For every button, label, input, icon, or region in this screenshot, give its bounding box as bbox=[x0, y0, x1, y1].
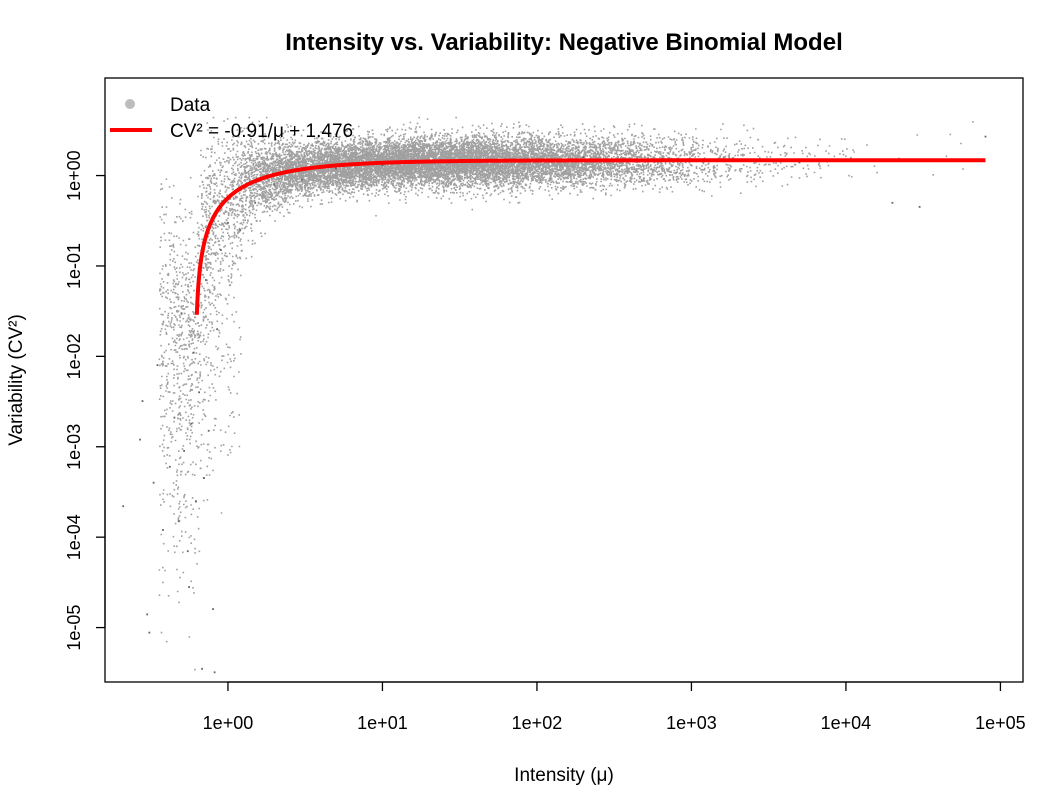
data-point bbox=[212, 608, 214, 610]
data-point bbox=[148, 631, 151, 634]
x-tick-label: 1e+04 bbox=[821, 713, 872, 733]
data-point bbox=[918, 206, 921, 208]
data-point bbox=[335, 167, 337, 170]
data-point bbox=[220, 249, 222, 251]
data-point bbox=[273, 183, 276, 186]
data-point bbox=[146, 613, 149, 616]
x-tick-label: 1e+00 bbox=[203, 713, 254, 733]
data-point bbox=[254, 201, 257, 204]
data-point bbox=[300, 178, 303, 181]
data-point bbox=[203, 477, 205, 479]
data-point bbox=[180, 312, 183, 315]
data-point bbox=[984, 135, 987, 138]
data-point bbox=[205, 279, 207, 281]
chart-title: Intensity vs. Variability: Negative Bino… bbox=[285, 29, 842, 56]
y-tick-label: 1e-03 bbox=[64, 424, 84, 470]
data-point bbox=[213, 671, 216, 674]
y-tick-label: 1e-05 bbox=[64, 605, 84, 651]
x-axis-label: Intensity (μ) bbox=[514, 765, 614, 786]
y-tick-label: 1e-04 bbox=[64, 514, 84, 560]
fit-curve bbox=[194, 158, 986, 315]
plot-frame bbox=[104, 77, 1024, 683]
data-point bbox=[122, 505, 125, 508]
y-tick-label: 1e+00 bbox=[64, 150, 84, 201]
data-point bbox=[152, 481, 155, 484]
x-tick-label: 1e+01 bbox=[357, 713, 408, 733]
scatter-cloud bbox=[158, 116, 974, 671]
data-point bbox=[227, 221, 229, 224]
legend: Data CV² = -0.91/μ + 1.476 bbox=[110, 95, 353, 142]
y-axis: 1e-05 1e-04 1e-03 1e-02 1e-01 1e+00 bbox=[64, 150, 106, 651]
data-point bbox=[188, 586, 190, 588]
data-point bbox=[139, 438, 141, 441]
x-tick-label: 1e+02 bbox=[512, 713, 563, 733]
data-point bbox=[186, 550, 189, 553]
data-point bbox=[582, 156, 585, 158]
data-point bbox=[156, 364, 159, 366]
legend-marker-data bbox=[125, 99, 135, 109]
data-point bbox=[198, 391, 200, 394]
x-tick-label: 1e+03 bbox=[666, 713, 717, 733]
data-point bbox=[891, 201, 894, 204]
fit-curve-group bbox=[194, 158, 986, 315]
y-axis-label: Variability (CV²) bbox=[6, 314, 27, 446]
data-point bbox=[216, 328, 218, 331]
data-point bbox=[798, 161, 801, 164]
x-tick-label: 1e+05 bbox=[975, 713, 1026, 733]
data-points bbox=[122, 116, 987, 674]
data-point bbox=[173, 416, 176, 419]
data-point bbox=[190, 422, 193, 425]
data-point bbox=[183, 450, 185, 452]
legend-label-data: Data bbox=[170, 95, 211, 116]
data-point bbox=[141, 400, 144, 402]
data-point bbox=[177, 520, 180, 523]
data-point bbox=[201, 667, 203, 670]
data-point bbox=[168, 465, 171, 468]
data-point bbox=[195, 500, 197, 503]
data-point bbox=[207, 429, 210, 432]
legend-label-fit: CV² = -0.91/μ + 1.476 bbox=[170, 121, 353, 142]
x-axis: 1e+00 1e+01 1e+02 1e+03 1e+04 1e+05 bbox=[203, 681, 1026, 733]
data-point bbox=[239, 229, 242, 231]
y-tick-label: 1e-02 bbox=[64, 333, 84, 379]
data-point bbox=[381, 164, 384, 167]
y-tick-label: 1e-01 bbox=[64, 243, 84, 289]
data-point bbox=[162, 529, 164, 531]
data-point bbox=[192, 351, 195, 354]
